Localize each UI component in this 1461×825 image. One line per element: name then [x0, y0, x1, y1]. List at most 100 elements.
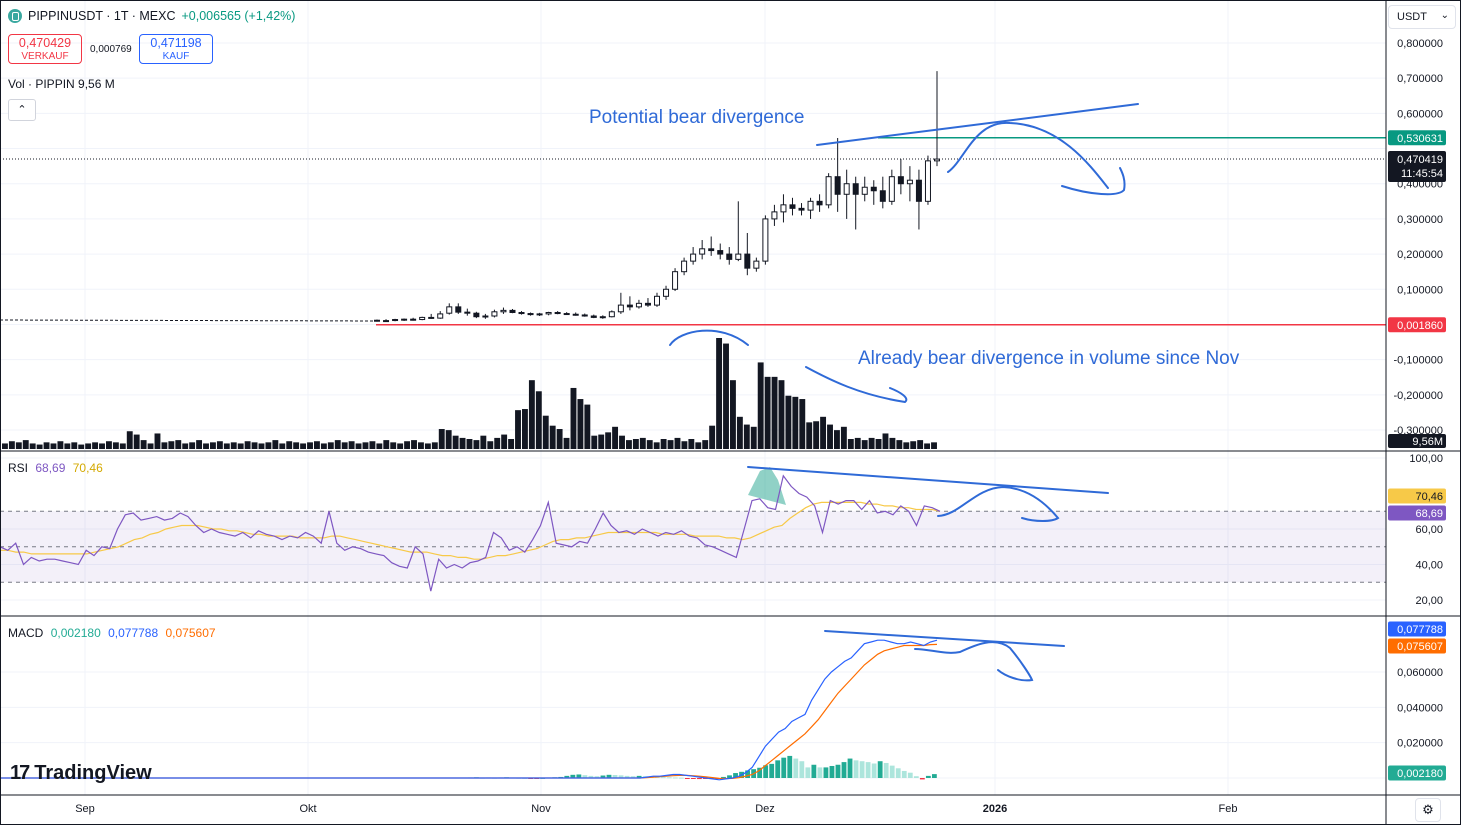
volume-bar — [889, 437, 896, 449]
candle-body — [924, 160, 931, 202]
currency-value: USDT — [1397, 11, 1427, 23]
volume-bar — [591, 435, 598, 449]
volume-bar — [126, 431, 133, 449]
candle-body — [915, 179, 922, 202]
macd-hist-bar — [636, 775, 642, 778]
volume-bar — [522, 409, 528, 449]
symbol-title: PIPPINUSDT · 1T · MEXC — [28, 9, 176, 23]
macd-hist-bar — [865, 762, 871, 778]
price-tick: 0,100000 — [1397, 284, 1443, 296]
volume-bar — [882, 433, 889, 449]
volume-bar — [515, 410, 521, 449]
candle-body — [852, 183, 859, 195]
macd-hist-bar — [690, 778, 696, 779]
volume-bar — [840, 426, 847, 449]
volume-bar — [834, 430, 840, 449]
candle-body — [590, 315, 597, 318]
rsi-legend[interactable]: RSI 68,69 70,46 — [8, 461, 107, 475]
volume-bar — [286, 441, 293, 449]
volume-bar — [466, 439, 473, 449]
volume-bar — [390, 442, 397, 449]
volume-bar — [875, 439, 882, 449]
candle-body — [663, 288, 670, 297]
macd-hist-bar — [853, 760, 859, 778]
volume-badge-bg — [1388, 434, 1446, 448]
macd-hist-bar — [847, 758, 853, 778]
volume-bar — [459, 437, 466, 449]
volume-bar — [22, 440, 29, 449]
volume-bar — [397, 443, 404, 449]
volume-bar — [771, 376, 778, 449]
rsi-lines — [0, 467, 941, 592]
sell-button[interactable]: 0,470429 VERKAUF — [8, 34, 82, 64]
macd-tick: 0,020000 — [1397, 738, 1443, 750]
volume-bar — [847, 439, 854, 449]
candle-body — [798, 207, 805, 211]
volume-bar — [688, 439, 695, 449]
currency-select[interactable]: USDT ⌄ — [1388, 5, 1456, 29]
macd-hist-bar — [624, 775, 630, 778]
macd-hist-bar — [570, 774, 576, 778]
chevron-down-icon: ⌄ — [1440, 10, 1449, 21]
macd-hist-bar — [883, 762, 889, 778]
volume-bar — [300, 443, 307, 449]
candle-body — [870, 186, 877, 192]
volume-bar — [307, 442, 313, 449]
candle-body — [699, 248, 706, 255]
macd-badge: 0,077788 — [1397, 624, 1443, 636]
buy-button[interactable]: 0,471198 KAUF — [139, 34, 213, 64]
macd-hist-bar — [901, 770, 907, 778]
macd-lines — [0, 639, 938, 781]
candle-body — [392, 319, 399, 322]
macd-hist-bar — [564, 775, 570, 778]
candle-body — [518, 311, 525, 315]
candle-body — [599, 316, 606, 319]
macd-hist-bar — [811, 764, 817, 778]
macd-hist-bar — [606, 774, 612, 778]
volume-bar — [695, 442, 702, 449]
volume-bar — [743, 424, 750, 449]
symbol-header[interactable]: PIPPINUSDT · 1T · MEXC +0,006565 (+1,42%… — [8, 9, 295, 23]
volume-bar — [431, 442, 438, 449]
volume-bar — [528, 380, 535, 449]
volume-bar — [327, 442, 334, 449]
candle-body — [581, 314, 588, 317]
candle-body — [771, 211, 778, 220]
candle-body — [428, 316, 435, 319]
volume-legend[interactable]: Vol · PIPPIN 9,56 M — [8, 77, 115, 91]
volume-bar — [584, 404, 591, 449]
volume-peak-arc — [669, 329, 749, 346]
candle-body — [383, 320, 390, 323]
volume-bar — [577, 399, 584, 449]
buy-label: KAUF — [162, 51, 190, 62]
gear-icon[interactable]: ⚙ — [1415, 798, 1441, 822]
macd-legend[interactable]: MACD 0,002180 0,077788 0,075607 — [8, 626, 220, 640]
candle-body — [464, 311, 471, 314]
macd-hist-bar — [805, 767, 811, 778]
chevron-up-icon[interactable]: ⌃ — [8, 99, 36, 121]
volume-bar — [549, 425, 556, 449]
resistance-badge-bg — [1388, 130, 1446, 146]
volume-bar — [112, 442, 119, 449]
macd-hist-bar — [684, 778, 690, 779]
rsi-legend-label: RSI — [8, 461, 29, 475]
volume-bar — [709, 425, 716, 449]
macd-hist-bar — [745, 770, 750, 778]
tradingview-logo[interactable]: 17 TradingView — [10, 762, 152, 785]
volume-bar — [161, 442, 168, 449]
volume-bar — [168, 441, 175, 449]
rsi-ma-badge: 70,46 — [1415, 491, 1443, 503]
macd-hist-bar — [817, 767, 823, 778]
price-tick: 0,300000 — [1397, 214, 1443, 226]
macd-hist-bar — [721, 776, 726, 778]
rsi-overbought-fill — [748, 467, 786, 505]
candle-body — [690, 253, 697, 262]
volume-bar — [78, 444, 85, 449]
rsi-legend-ma: 70,46 — [72, 461, 103, 475]
countdown-badge: 11:45:54 — [1401, 168, 1443, 180]
volume-bar — [147, 443, 154, 449]
volume-bar — [487, 441, 494, 449]
volume-bar — [71, 442, 78, 449]
candle-body — [906, 179, 913, 185]
